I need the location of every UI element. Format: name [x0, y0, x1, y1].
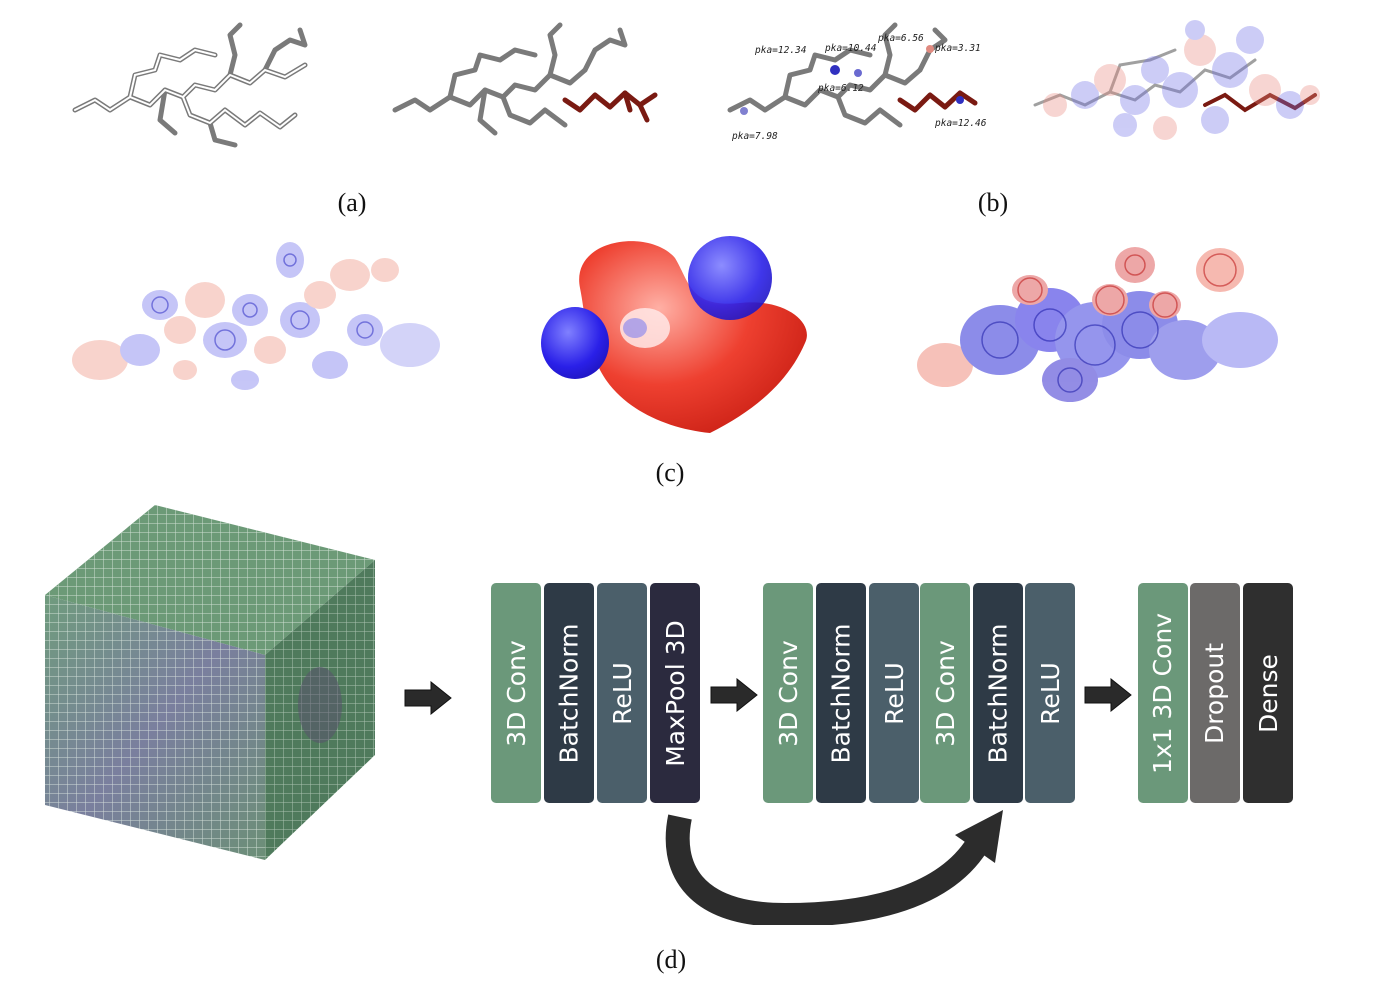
- block-dropout: Dropout: [1190, 583, 1240, 803]
- block-3d-conv: 3D Conv: [763, 583, 813, 803]
- voxel-grid-cube: [45, 505, 375, 860]
- isosurface-dense: [917, 247, 1278, 402]
- molecule-charge-density: [1033, 20, 1320, 140]
- block-label: 1x1 3D Conv: [1148, 612, 1178, 774]
- block-3d-conv: 3D Conv: [920, 583, 970, 803]
- caption-a: (a): [337, 188, 367, 217]
- block-label: Dense: [1253, 653, 1283, 733]
- pka-label: pka=10.44: [824, 43, 877, 54]
- caption-c: (c): [655, 458, 685, 487]
- block-relu: ReLU: [1025, 583, 1075, 803]
- block-batchnorm: BatchNorm: [816, 583, 866, 803]
- pka-label: pka=12.34: [754, 45, 807, 56]
- block-label: MaxPool 3D: [660, 619, 690, 767]
- block-label: BatchNorm: [554, 622, 584, 764]
- arrow-right-icon: [1084, 678, 1132, 712]
- block-relu: ReLU: [869, 583, 919, 803]
- block-dense: Dense: [1243, 583, 1293, 803]
- arrow-right-icon: [710, 678, 758, 712]
- block-label: ReLU: [879, 661, 909, 725]
- isosurface-sparse: [72, 242, 440, 390]
- block-relu: ReLU: [597, 583, 647, 803]
- block-1x1-3d-conv: 1x1 3D Conv: [1138, 583, 1188, 803]
- block-label: Dropout: [1200, 642, 1230, 744]
- pka-label: pka=6.56: [877, 33, 924, 44]
- block-3d-conv: 3D Conv: [491, 583, 541, 803]
- arrow-right-icon: [404, 681, 452, 715]
- block-batchnorm: BatchNorm: [544, 583, 594, 803]
- block-label: BatchNorm: [826, 622, 856, 764]
- block-label: BatchNorm: [983, 622, 1013, 764]
- block-maxpool-3d: MaxPool 3D: [650, 583, 700, 803]
- block-label: ReLU: [1035, 661, 1065, 725]
- molecule-plain: [72, 22, 308, 148]
- pka-label: pka=12.46: [934, 118, 987, 129]
- caption-b: (b): [977, 188, 1009, 217]
- pka-label: pka=3.31: [934, 43, 981, 54]
- molecule-highlighted: [392, 22, 658, 136]
- block-label: 3D Conv: [773, 639, 803, 747]
- pka-label: pka=6.12: [817, 83, 864, 94]
- block-label: 3D Conv: [501, 639, 531, 747]
- skip-connection-arrow-icon: [665, 810, 1003, 925]
- isosurface-smooth: [541, 236, 807, 433]
- block-label: ReLU: [607, 661, 637, 725]
- pka-label: pka=7.98: [731, 131, 778, 142]
- block-label: 3D Conv: [930, 639, 960, 747]
- caption-d: (d): [655, 945, 687, 974]
- molecule-pka: pka=12.34 pka=10.44 pka=6.56 pka=3.31 pk…: [727, 22, 987, 142]
- block-batchnorm: BatchNorm: [973, 583, 1023, 803]
